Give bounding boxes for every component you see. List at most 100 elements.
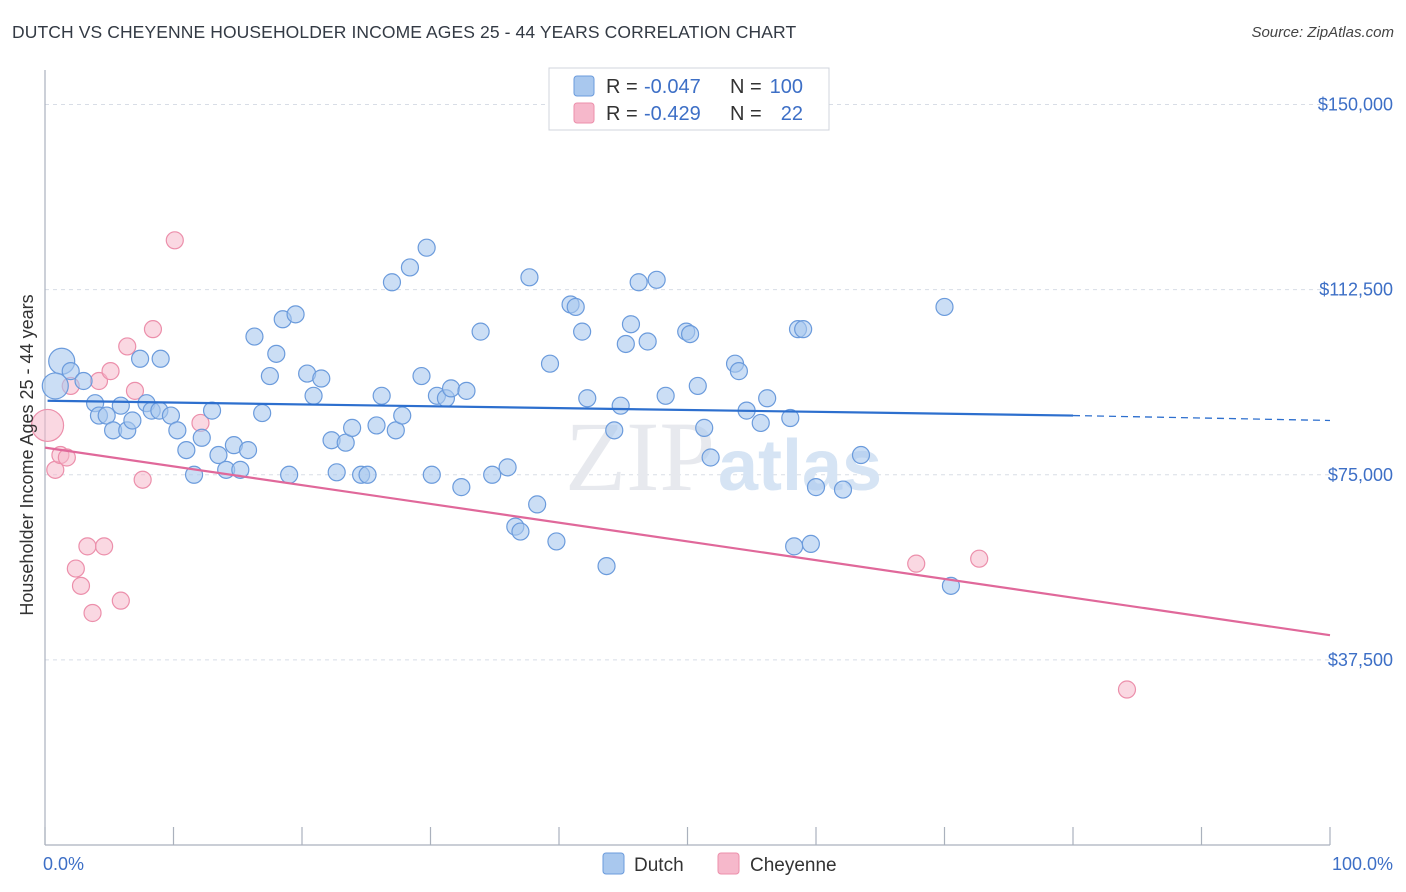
cheyenne-point-8: [83, 603, 102, 623]
dutch-point-42: [358, 465, 377, 484]
legend-n-label-cheyenne: N =: [730, 103, 762, 125]
dutch-point-35: [304, 386, 323, 405]
dutch-point-88: [758, 389, 777, 408]
dutch-point-58: [483, 465, 502, 484]
cheyenne-point-15: [133, 470, 152, 489]
dutch-point-17: [168, 421, 187, 440]
dutch-point-40: [343, 418, 362, 437]
x-tick-label-1: 100.0%: [1332, 854, 1393, 874]
dutch-point-27: [245, 327, 264, 346]
trend-lines: [44, 399, 1331, 637]
dutch-point-57: [471, 322, 490, 341]
cheyenne-point-12: [111, 591, 130, 610]
dutch-point-70: [597, 556, 616, 576]
cheyenne-point-17: [165, 231, 184, 250]
dutch-point-25: [231, 460, 250, 479]
dutch-point-71: [605, 421, 624, 440]
y-tick-label-0: $37,500: [1328, 650, 1393, 670]
dutch-point-94: [806, 478, 826, 497]
dutch-point-76: [638, 332, 657, 351]
dutch-point-73: [616, 334, 635, 354]
axes: [44, 70, 1331, 846]
y-axis-title: Householder Income Ages 25 - 44 years: [17, 294, 37, 615]
legend-r-label-cheyenne: R =: [606, 103, 638, 125]
dutch-point-61: [511, 522, 530, 541]
gridlines: [45, 104, 1330, 661]
cheyenne-point-16: [143, 320, 163, 339]
dutch-point-95: [833, 480, 853, 499]
dutch-point-81: [688, 376, 707, 396]
dutch-point-29: [260, 366, 279, 386]
dutch-point-8: [111, 396, 130, 415]
dutch-point-50: [417, 238, 436, 257]
cheyenne-point-14: [125, 381, 145, 400]
dutch-point-38: [327, 463, 346, 482]
y-tick-label-3: $150,000: [1318, 95, 1393, 115]
x-tick-labels: 0.0% 100.0%: [43, 854, 1393, 874]
legend-n-dutch: 100: [770, 76, 803, 98]
cheyenne-point-7: [78, 537, 97, 556]
cheyenne-point-20: [970, 549, 989, 568]
dutch-point-83: [701, 448, 720, 467]
dutch-point-18: [177, 440, 196, 460]
dutch-point-20: [192, 428, 211, 447]
dutch-point-3: [74, 371, 93, 391]
dutch-point-75: [629, 273, 648, 292]
chart-title: DUTCH VS CHEYENNE HOUSEHOLDER INCOME AGE…: [12, 22, 797, 42]
cheyenne-point-21: [1117, 680, 1137, 699]
dutch-point-85: [729, 362, 749, 381]
bottom-legend-swatch-dutch: [602, 852, 625, 875]
dutch-point-48: [400, 258, 420, 277]
cheyenne-point-11: [101, 362, 120, 381]
dutch-point-15: [151, 349, 170, 368]
dutch-trend-extension: [1072, 414, 1331, 422]
dutch-point-62: [520, 268, 539, 287]
top-legend: R = -0.047 N = 100 R = -0.429 N = 22: [548, 67, 830, 131]
dutch-point-82: [695, 418, 714, 437]
cheyenne-trend-line: [44, 446, 1331, 637]
bottom-legend: Dutch Cheyenne: [602, 852, 837, 876]
dutch-point-32: [280, 465, 299, 484]
dutch-point-11: [130, 349, 150, 368]
dutch-point-64: [540, 354, 560, 373]
watermark-atlas: atlas: [718, 426, 882, 506]
dutch-point-97: [935, 297, 954, 317]
dutch-point-22: [209, 445, 228, 465]
cheyenne-point-19: [907, 554, 926, 573]
cheyenne-point-10: [95, 537, 114, 556]
legend-r-label-dutch: R =: [606, 76, 638, 98]
y-tick-labels: $37,500 $75,000 $112,500 $150,000: [1318, 95, 1393, 670]
dutch-point-77: [647, 270, 666, 289]
legend-r-cheyenne: -0.429: [644, 103, 701, 125]
dutch-point-28: [253, 403, 272, 423]
dutch-point-72: [611, 396, 630, 415]
dutch-point-44: [372, 386, 391, 405]
dutch-point-92: [794, 320, 813, 339]
dutch-point-26: [238, 440, 258, 460]
dutch-point-87: [751, 413, 770, 433]
dutch-point-56: [457, 381, 476, 400]
watermark-zip: ZIP: [565, 401, 715, 512]
legend-r-dutch: -0.047: [644, 76, 701, 98]
y-tick-label-1: $75,000: [1328, 465, 1393, 485]
dutch-point-1: [41, 372, 69, 400]
dutch-trend-line: [47, 399, 1074, 417]
bottom-legend-swatch-cheyenne: [717, 852, 740, 875]
dutch-point-43: [367, 416, 386, 435]
legend-box: [548, 67, 830, 131]
cheyenne-point-6: [71, 576, 91, 595]
dutch-point-96: [851, 445, 871, 465]
dutch-point-21: [202, 401, 222, 420]
dutch-point-47: [393, 406, 412, 425]
dutch-point-89: [781, 408, 800, 428]
y-tick-label-2: $112,500: [1319, 280, 1393, 300]
dutch-point-74: [621, 315, 641, 334]
dutch-point-69: [578, 389, 597, 408]
dutch-point-10: [123, 411, 142, 430]
dutch-point-30: [267, 344, 286, 363]
bottom-legend-dutch: Dutch: [634, 855, 684, 876]
dutch-point-59: [498, 458, 517, 477]
x-tick-label-0: 0.0%: [43, 854, 84, 874]
dutch-point-80: [680, 324, 700, 344]
dutch-point-33: [286, 305, 305, 324]
